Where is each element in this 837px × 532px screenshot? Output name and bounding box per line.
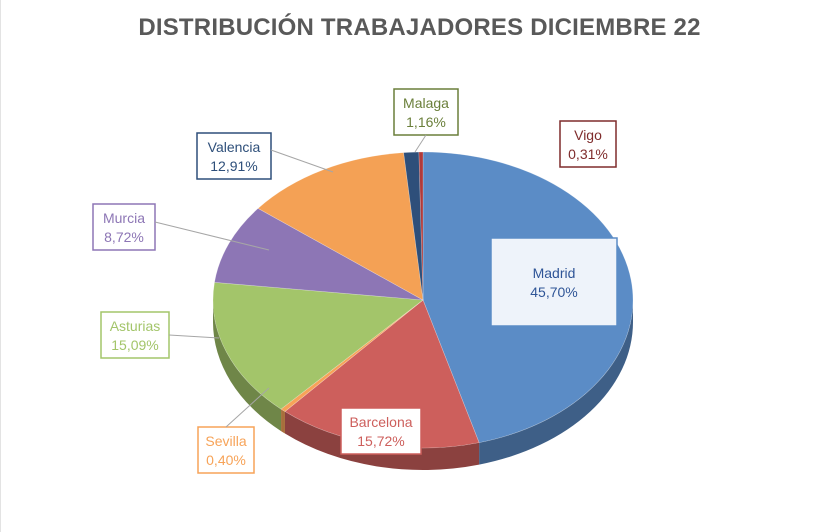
data-label-value: 8,72% — [104, 229, 144, 245]
data-label-name: Malaga — [403, 95, 449, 111]
data-label-name: Madrid — [533, 265, 576, 281]
data-label-murcia: Murcia 8,72% — [92, 203, 156, 251]
data-label-name: Barcelona — [349, 414, 412, 430]
data-label-asturias: Asturias 15,09% — [100, 311, 170, 359]
leader-line-asturias — [168, 334, 220, 339]
pie-sides — [213, 300, 633, 471]
leader-lines — [154, 134, 427, 428]
pie-slice-vigo — [418, 151, 424, 301]
data-label-name: Murcia — [103, 210, 145, 226]
chart-title: DISTRIBUCIÓN TRABAJADORES DICIEMBRE 22 — [138, 14, 701, 41]
leader-line-sevilla — [225, 387, 270, 428]
data-label-box — [559, 120, 617, 168]
data-label-name: Vigo — [574, 127, 602, 143]
data-label-value: 1,16% — [406, 114, 446, 130]
data-label-value: 15,72% — [357, 433, 404, 449]
data-label-name: Valencia — [208, 139, 261, 155]
pie-side-barcelona — [284, 411, 480, 471]
data-label-valencia: Valencia 12,91% — [196, 132, 272, 180]
pie-slice-sevilla — [280, 299, 424, 412]
pie-side-madrid — [479, 300, 633, 465]
data-label-value: 45,70% — [530, 284, 577, 300]
pie-side-asturias — [213, 300, 282, 432]
data-label-name: Sevilla — [205, 433, 246, 449]
data-label-box — [340, 407, 422, 455]
data-label-name: Asturias — [110, 318, 161, 334]
data-label-box — [490, 237, 618, 327]
data-label-box — [393, 88, 459, 136]
data-label-barcelona: Barcelona 15,72% — [340, 407, 422, 455]
data-label-malaga: Malaga 1,16% — [393, 88, 459, 136]
pie-slices — [212, 151, 634, 449]
data-label-box — [196, 132, 272, 180]
data-label-value: 0,31% — [568, 146, 608, 162]
data-labels: Madrid 45,70% Barcelona 15,72% Sevilla 0,40% A… — [92, 88, 618, 474]
data-label-box — [100, 311, 170, 359]
leader-line-murcia — [154, 221, 270, 251]
leader-line-malaga — [414, 134, 427, 153]
data-label-sevilla: Sevilla 0,40% — [197, 426, 255, 474]
pie-slice-asturias — [212, 282, 424, 410]
data-label-value: 12,91% — [210, 158, 257, 174]
pie-slice-murcia — [214, 208, 424, 301]
pie-slice-valencia — [257, 152, 424, 301]
data-label-box — [92, 203, 156, 251]
pie-slice-malaga — [403, 151, 424, 301]
data-label-value: 15,09% — [111, 337, 158, 353]
pie-side-sevilla — [281, 409, 285, 434]
data-label-madrid: Madrid 45,70% — [490, 237, 618, 327]
data-label-value: 0,40% — [206, 452, 246, 468]
leader-line-valencia — [270, 149, 334, 173]
data-label-vigo: Vigo 0,31% — [559, 120, 617, 168]
